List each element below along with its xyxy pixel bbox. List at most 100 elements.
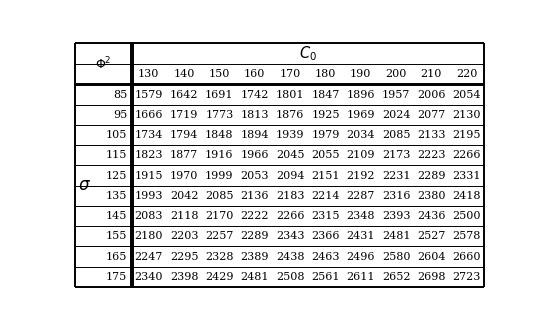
Text: 1939: 1939 [276, 130, 304, 140]
Text: 1666: 1666 [134, 110, 163, 120]
Text: 2173: 2173 [382, 150, 410, 160]
Text: 2136: 2136 [240, 191, 269, 201]
Text: 175: 175 [106, 272, 127, 282]
Text: 2578: 2578 [453, 231, 481, 241]
Text: 2315: 2315 [311, 211, 340, 221]
Text: 2151: 2151 [311, 171, 340, 181]
Text: 2481: 2481 [382, 231, 411, 241]
Text: 2289: 2289 [417, 171, 446, 181]
Text: 2328: 2328 [205, 252, 234, 262]
Text: 2561: 2561 [311, 272, 340, 282]
Text: 1957: 1957 [382, 90, 410, 99]
Text: 2130: 2130 [453, 110, 481, 120]
Text: 2231: 2231 [382, 171, 411, 181]
Text: 2389: 2389 [240, 252, 269, 262]
Text: 2223: 2223 [417, 150, 446, 160]
Text: 2393: 2393 [382, 211, 411, 221]
Text: 2723: 2723 [453, 272, 481, 282]
Text: 1848: 1848 [205, 130, 234, 140]
Text: 2508: 2508 [276, 272, 304, 282]
Text: 2266: 2266 [276, 211, 304, 221]
Text: 2054: 2054 [453, 90, 481, 99]
Text: 2660: 2660 [453, 252, 481, 262]
Text: $\Phi^2$: $\Phi^2$ [95, 55, 111, 72]
Text: 180: 180 [314, 70, 336, 79]
Text: 2580: 2580 [382, 252, 411, 262]
Text: 2214: 2214 [311, 191, 340, 201]
Text: 2316: 2316 [382, 191, 411, 201]
Text: 2085: 2085 [382, 130, 411, 140]
Text: 2180: 2180 [134, 231, 163, 241]
Text: 1966: 1966 [240, 150, 269, 160]
Text: 115: 115 [106, 150, 127, 160]
Text: 85: 85 [113, 90, 127, 99]
Text: 2222: 2222 [240, 211, 269, 221]
Text: 2463: 2463 [311, 252, 340, 262]
Text: 2203: 2203 [170, 231, 198, 241]
Text: 2109: 2109 [347, 150, 375, 160]
Text: 2192: 2192 [347, 171, 375, 181]
Text: 2496: 2496 [347, 252, 375, 262]
Text: 2481: 2481 [240, 272, 269, 282]
Text: 1999: 1999 [205, 171, 234, 181]
Text: 145: 145 [106, 211, 127, 221]
Text: 2295: 2295 [170, 252, 198, 262]
Text: 1970: 1970 [170, 171, 198, 181]
Text: 2500: 2500 [453, 211, 481, 221]
Text: 2118: 2118 [170, 211, 198, 221]
Text: 2331: 2331 [453, 171, 481, 181]
Text: 2287: 2287 [347, 191, 375, 201]
Text: 1925: 1925 [311, 110, 340, 120]
Text: 155: 155 [106, 231, 127, 241]
Text: 1876: 1876 [276, 110, 304, 120]
Text: 165: 165 [106, 252, 127, 262]
Text: 1877: 1877 [170, 150, 198, 160]
Text: 2170: 2170 [205, 211, 234, 221]
Text: 2257: 2257 [205, 231, 234, 241]
Text: 2438: 2438 [276, 252, 304, 262]
Text: 130: 130 [138, 70, 159, 79]
Text: 2094: 2094 [276, 171, 304, 181]
Text: 1896: 1896 [347, 90, 375, 99]
Text: 1794: 1794 [170, 130, 198, 140]
Text: 95: 95 [113, 110, 127, 120]
Text: 1801: 1801 [276, 90, 304, 99]
Text: 1579: 1579 [134, 90, 163, 99]
Text: 1894: 1894 [240, 130, 269, 140]
Text: $\sigma$: $\sigma$ [78, 177, 91, 194]
Text: 2604: 2604 [417, 252, 446, 262]
Text: 2289: 2289 [240, 231, 269, 241]
Text: 1773: 1773 [205, 110, 234, 120]
Text: 1916: 1916 [205, 150, 234, 160]
Text: 140: 140 [173, 70, 195, 79]
Text: 2343: 2343 [276, 231, 304, 241]
Text: 135: 135 [106, 191, 127, 201]
Text: 2429: 2429 [205, 272, 234, 282]
Text: 2055: 2055 [311, 150, 340, 160]
Text: 2077: 2077 [417, 110, 446, 120]
Text: 1969: 1969 [347, 110, 375, 120]
Text: 1719: 1719 [170, 110, 198, 120]
Text: 125: 125 [106, 171, 127, 181]
Text: 190: 190 [350, 70, 371, 79]
Text: 105: 105 [106, 130, 127, 140]
Text: 2083: 2083 [134, 211, 163, 221]
Text: 2034: 2034 [347, 130, 375, 140]
Text: 210: 210 [421, 70, 442, 79]
Text: 1823: 1823 [134, 150, 163, 160]
Text: 2418: 2418 [453, 191, 481, 201]
Text: 2266: 2266 [453, 150, 481, 160]
Text: 2436: 2436 [417, 211, 446, 221]
Text: 2053: 2053 [240, 171, 269, 181]
Text: 2045: 2045 [276, 150, 304, 160]
Text: 2006: 2006 [417, 90, 446, 99]
Text: 2698: 2698 [417, 272, 446, 282]
Text: 1993: 1993 [134, 191, 163, 201]
Text: 2195: 2195 [453, 130, 481, 140]
Text: 2398: 2398 [170, 272, 198, 282]
Text: 1742: 1742 [241, 90, 269, 99]
Text: 2133: 2133 [417, 130, 446, 140]
Text: 1691: 1691 [205, 90, 234, 99]
Text: 1847: 1847 [311, 90, 340, 99]
Text: 1642: 1642 [170, 90, 198, 99]
